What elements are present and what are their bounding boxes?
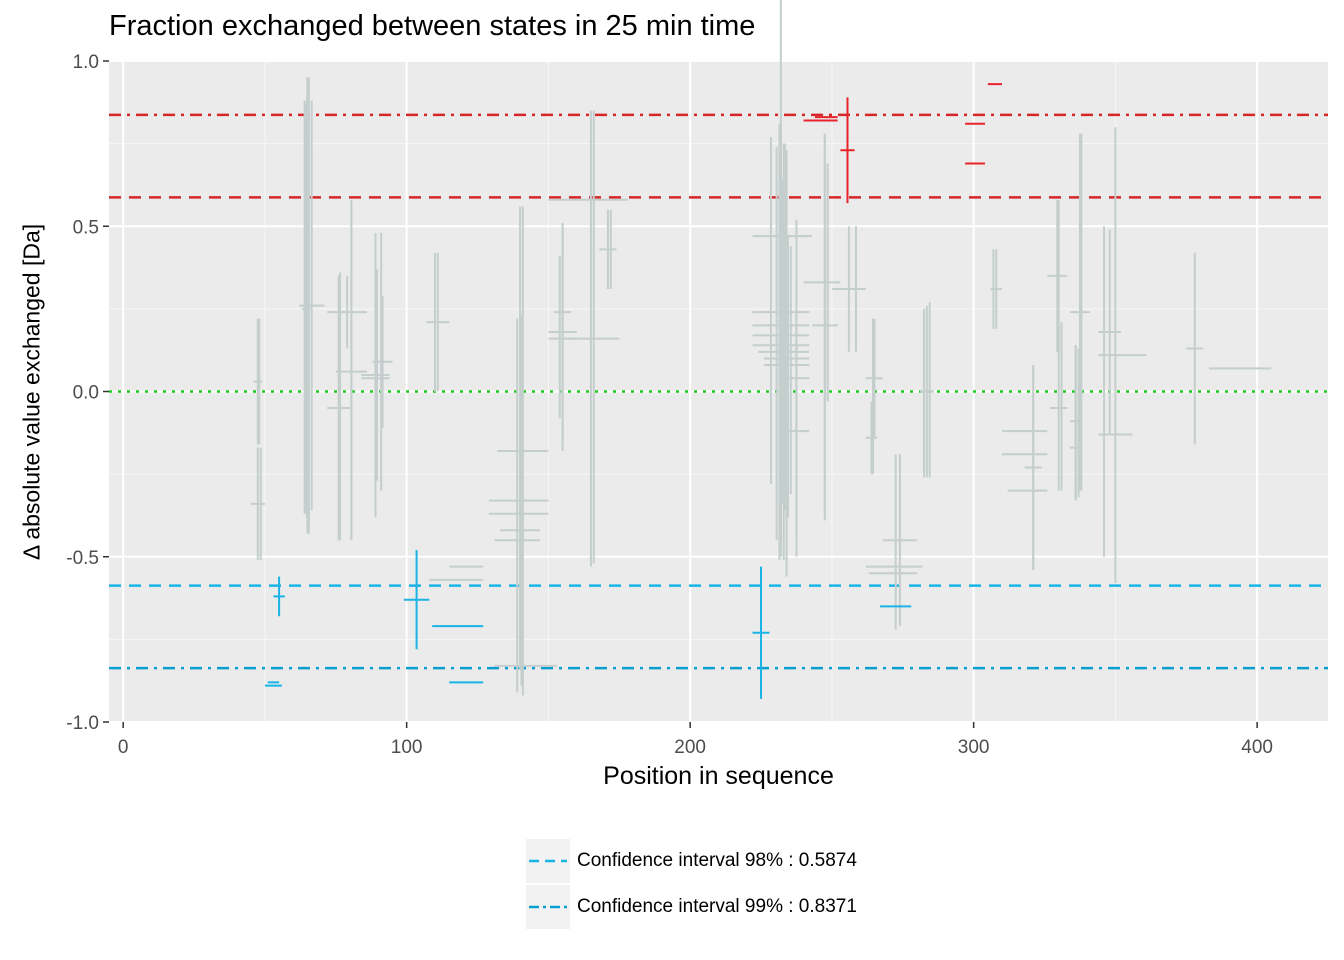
x-tick-label: 300	[958, 737, 990, 758]
legend-key-dashdot	[526, 885, 570, 929]
x-tick-label: 400	[1241, 737, 1273, 758]
y-tick-label: -0.5	[66, 548, 99, 569]
y-tick-label: -1.0	[66, 713, 99, 734]
legend-label-99: Confidence interval 99% : 0.8371	[577, 896, 857, 917]
x-tick-label: 0	[118, 737, 129, 758]
y-tick-label: 1.0	[73, 52, 99, 73]
x-tick-label: 200	[674, 737, 706, 758]
data-marks	[250, 0, 1272, 699]
legend: Confidence interval 98% : 0.5874 Confide…	[526, 838, 857, 930]
legend-label-98: Confidence interval 98% : 0.5874	[577, 850, 857, 871]
legend-item-98: Confidence interval 98% : 0.5874	[526, 838, 857, 884]
legend-item-99: Confidence interval 99% : 0.8371	[526, 884, 857, 930]
axes: 0 100 200 300 400 -1.0 -0.5 0.0 0.5 1.0	[66, 52, 1273, 758]
y-axis-label: Δ absolute value exchanged [Da]	[18, 223, 45, 561]
x-axis-label: Position in sequence	[603, 762, 834, 790]
chart-title: Fraction exchanged between states in 25 …	[109, 10, 756, 42]
legend-key-dashed	[526, 839, 570, 883]
y-tick-label: 0.5	[73, 217, 99, 238]
plot-area: 0 100 200 300 400 -1.0 -0.5 0.0 0.5 1.0	[66, 0, 1328, 758]
x-tick-label: 100	[391, 737, 423, 758]
y-tick-label: 0.0	[73, 383, 99, 404]
